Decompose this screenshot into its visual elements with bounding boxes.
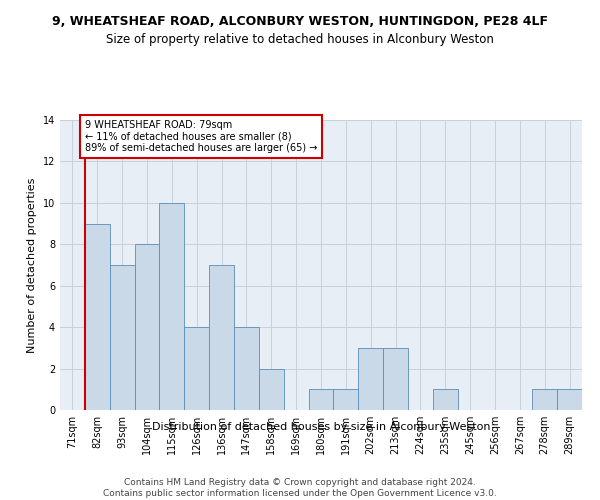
Bar: [532, 390, 557, 410]
Text: Distribution of detached houses by size in Alconbury Weston: Distribution of detached houses by size …: [152, 422, 490, 432]
Bar: [557, 390, 582, 410]
Y-axis label: Number of detached properties: Number of detached properties: [27, 178, 37, 352]
Bar: [160, 203, 184, 410]
Bar: [308, 390, 334, 410]
Bar: [433, 390, 458, 410]
Bar: [383, 348, 408, 410]
Bar: [85, 224, 110, 410]
Text: Size of property relative to detached houses in Alconbury Weston: Size of property relative to detached ho…: [106, 32, 494, 46]
Text: 9, WHEATSHEAF ROAD, ALCONBURY WESTON, HUNTINGDON, PE28 4LF: 9, WHEATSHEAF ROAD, ALCONBURY WESTON, HU…: [52, 15, 548, 28]
Bar: [134, 244, 160, 410]
Bar: [358, 348, 383, 410]
Text: Contains HM Land Registry data © Crown copyright and database right 2024.
Contai: Contains HM Land Registry data © Crown c…: [103, 478, 497, 498]
Text: 9 WHEATSHEAF ROAD: 79sqm
← 11% of detached houses are smaller (8)
89% of semi-de: 9 WHEATSHEAF ROAD: 79sqm ← 11% of detach…: [85, 120, 317, 153]
Bar: [110, 265, 134, 410]
Bar: [184, 327, 209, 410]
Bar: [209, 265, 234, 410]
Bar: [234, 327, 259, 410]
Bar: [259, 368, 284, 410]
Bar: [334, 390, 358, 410]
